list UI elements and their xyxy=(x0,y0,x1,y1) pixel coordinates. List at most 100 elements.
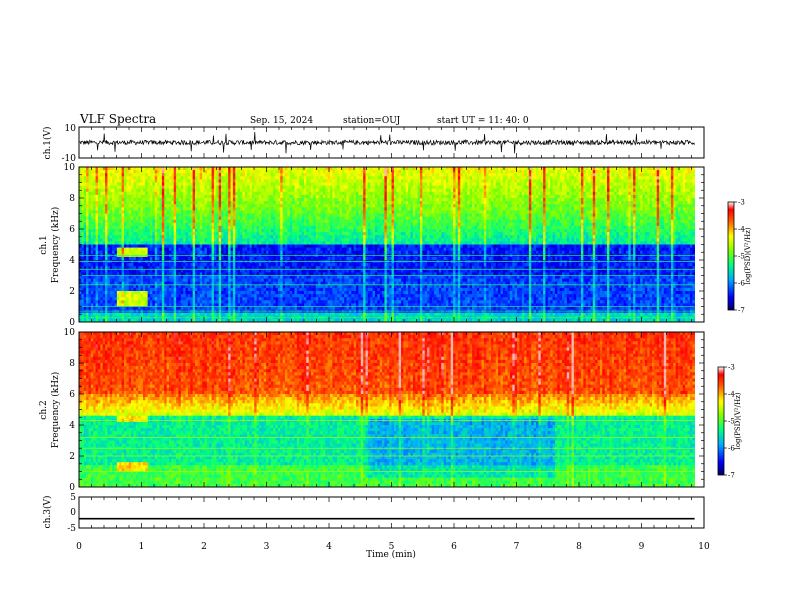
ch1-spec-cell xyxy=(242,204,246,208)
ch1-spec-cell xyxy=(571,198,575,202)
ch1-spec-cell xyxy=(133,194,137,199)
ch1-spec-cell xyxy=(569,219,572,224)
ch1-spec-cell xyxy=(105,176,108,180)
ch1-spec-cell xyxy=(382,176,385,180)
ch1-spec-cell xyxy=(578,188,582,193)
ch1-spec-cell xyxy=(306,222,310,227)
ch1-spec-cell xyxy=(453,213,456,217)
ch1-spec-cell xyxy=(178,219,182,224)
ch1-spec-cell xyxy=(311,191,314,196)
ch1-spec-cell xyxy=(266,194,269,199)
ch1-spec-cell xyxy=(287,191,291,196)
ch1-spec-cell xyxy=(341,194,345,199)
ch1-spec-cell xyxy=(403,185,407,190)
ch1-spec-cell xyxy=(476,201,480,205)
ch1-spec-cell xyxy=(218,198,222,202)
ch1-spec-cell xyxy=(299,176,302,180)
ch1-spec-cell xyxy=(633,201,636,205)
ch1-spec-cell xyxy=(535,210,539,214)
ch1-spec-cell xyxy=(611,182,615,186)
ch1-spec-cell xyxy=(242,188,246,193)
ch1-spec-cell xyxy=(685,170,688,174)
ch1-spec-cell xyxy=(391,173,395,177)
ch1-spec-cell xyxy=(607,204,610,208)
ch1-spec-cell xyxy=(353,222,357,227)
ch1-spec-cell xyxy=(202,222,205,227)
ch1-spec-cell xyxy=(661,201,665,205)
ch1-spec-cell xyxy=(545,210,549,214)
ch1-spec-cell xyxy=(249,216,253,221)
ch1-spec-cell xyxy=(152,207,156,211)
ch1-spec-cell xyxy=(251,210,255,214)
ch1-spec-cell xyxy=(301,210,305,214)
ch1-spec-cell xyxy=(318,167,321,171)
ch1-spec-cell xyxy=(656,219,660,224)
ch1-spec-cell xyxy=(557,179,561,183)
ch1-spec-cell xyxy=(240,173,243,177)
ch1-spec-cell xyxy=(128,170,132,174)
ch1-spec-cell xyxy=(396,182,399,186)
ch1-spec-cell xyxy=(592,219,596,224)
ch1-spec-cell xyxy=(213,176,217,180)
ch1-spec-cell xyxy=(308,201,312,205)
ch1-spec-cell xyxy=(476,176,480,180)
ch1-spec-cell xyxy=(559,185,563,190)
ch1-spec-cell xyxy=(273,198,276,202)
ch1-spec-cell xyxy=(417,188,421,193)
ch1-spec-cell xyxy=(301,173,305,177)
ch1-spec-cell xyxy=(687,194,691,199)
ch1-spec-cell xyxy=(412,167,416,171)
ch1-spec-cell xyxy=(668,179,672,183)
ch1-spec-cell xyxy=(216,207,220,211)
ch1-spec-cell xyxy=(199,173,203,177)
ch1-spec-cell xyxy=(249,201,253,205)
ch1-spec-cell xyxy=(178,176,182,180)
ch1-spec-cell xyxy=(401,216,404,221)
ch1-spec-cell xyxy=(273,222,276,227)
ch1-spec-cell xyxy=(621,194,624,199)
ch1-spec-cell xyxy=(327,204,331,208)
ch1-spec-cell xyxy=(491,216,494,221)
ch1-spec-cell xyxy=(583,191,587,196)
ch1-spec-cell xyxy=(495,185,499,190)
ch1-spec-cell xyxy=(450,198,454,202)
ch1-spec-cell xyxy=(256,173,260,177)
ch1-spec-cell xyxy=(625,213,629,217)
ch1-spec-cell xyxy=(303,173,307,177)
ch1-spec-cell xyxy=(431,167,435,171)
ch1-spec-cell xyxy=(666,201,669,205)
ch1-spec-cell xyxy=(301,222,305,227)
ch1-spec-cell xyxy=(678,198,681,202)
ch1-spec-cell xyxy=(306,185,310,190)
ch1-spec-cell xyxy=(119,207,122,211)
ch1-spec-cell xyxy=(121,207,125,211)
ch1-spec-cell xyxy=(244,207,248,211)
ch1-spec-cell xyxy=(543,201,546,205)
ch1-spec-cell xyxy=(554,207,558,211)
ch1-spec-cell xyxy=(344,176,347,180)
ch1-spec-cell xyxy=(171,191,175,196)
ch1-spec-cell xyxy=(79,216,82,221)
ch1-spec-cell xyxy=(580,204,584,208)
ch1-spec-cell xyxy=(147,201,151,205)
ch1-spec-cell xyxy=(197,188,201,193)
ch1-spec-cell xyxy=(519,210,523,214)
ch1-spec-cell xyxy=(159,185,163,190)
ch1-spec-cell xyxy=(680,167,684,171)
ch1-spec-cell xyxy=(566,207,570,211)
ch1-spec-cell xyxy=(607,179,610,183)
ch1-spec-cell xyxy=(360,194,364,199)
ch1-spec-cell xyxy=(419,210,423,214)
ch1-spec-cell xyxy=(164,194,167,199)
ch1-spec-cell xyxy=(116,173,120,177)
ch1-spec-cell xyxy=(261,191,265,196)
ch1-spec-cell xyxy=(424,182,428,186)
ch1-spec-cell xyxy=(199,213,203,217)
ch1-spec-cell xyxy=(95,185,99,190)
ch1-spec-cell xyxy=(486,191,489,196)
ch1-spec-cell xyxy=(325,176,328,180)
ch1-spec-cell xyxy=(547,182,551,186)
ch1-spec-cell xyxy=(266,201,269,205)
ch1-spec-cell xyxy=(123,194,127,199)
ch1-spec-cell xyxy=(666,191,669,196)
